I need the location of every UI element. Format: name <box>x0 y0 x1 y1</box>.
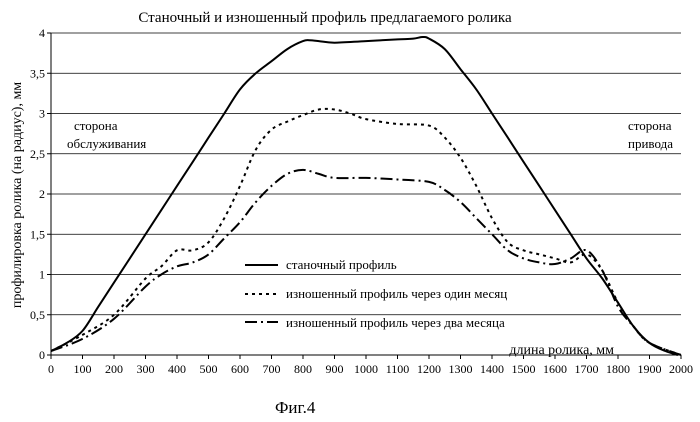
y-tick-label-5: 2,5 <box>30 147 45 161</box>
y-tick-label-7: 3,5 <box>30 66 45 80</box>
annotation-left-line2: обслуживания <box>67 136 146 151</box>
series-lines <box>51 37 681 355</box>
x-tick-label-8: 800 <box>294 362 312 376</box>
x-tick-label-17: 1700 <box>575 362 599 376</box>
grid-lines <box>51 33 681 315</box>
x-tick-labels: 0 100 200 300 400 500 600 700 800 900 1000 1100 1200… <box>48 362 693 376</box>
chart: Станочный и изношенный профиль предлагае… <box>0 0 700 422</box>
y-axis-label: профилировка ролика (на радиус), мм <box>10 82 25 308</box>
y-tick-label-6: 3 <box>39 107 45 121</box>
x-tick-label-9: 900 <box>326 362 344 376</box>
x-axis-label: длина ролика, мм <box>509 343 614 358</box>
x-tick-label-15: 1500 <box>512 362 536 376</box>
y-tick-label-8: 4 <box>39 26 45 40</box>
x-tick-label-10: 1000 <box>354 362 378 376</box>
annotation-left-line1: сторона <box>74 118 118 133</box>
x-tick-label-20: 2000 <box>669 362 693 376</box>
annotation-right-line1: сторона <box>628 118 672 133</box>
x-tick-label-3: 300 <box>137 362 155 376</box>
x-tick-label-5: 500 <box>200 362 218 376</box>
legend-label-series-2: изношенный профиль через один месяц <box>286 286 507 301</box>
x-tick-label-11: 1100 <box>386 362 410 376</box>
x-tick-label-16: 1600 <box>543 362 567 376</box>
x-tick-label-14: 1400 <box>480 362 504 376</box>
x-tick-label-7: 700 <box>263 362 281 376</box>
chart-title: Станочный и изношенный профиль предлагае… <box>138 10 512 26</box>
y-tick-labels: 0 0,5 1 1,5 2 2,5 3 3,5 4 <box>30 26 45 362</box>
x-tick-label-2: 200 <box>105 362 123 376</box>
x-tick-label-19: 1900 <box>638 362 662 376</box>
x-tick-label-0: 0 <box>48 362 54 376</box>
x-tick-label-12: 1200 <box>417 362 441 376</box>
x-tick-label-6: 600 <box>231 362 249 376</box>
x-tick-label-18: 1800 <box>606 362 630 376</box>
y-tick-label-1: 0,5 <box>30 308 45 322</box>
legend-label-series-3: изношенный профиль через два месяца <box>286 315 505 330</box>
axes <box>47 33 681 359</box>
x-tick-label-1: 100 <box>74 362 92 376</box>
x-tick-label-4: 400 <box>168 362 186 376</box>
figure-caption: Фиг.4 <box>275 398 316 417</box>
annotation-right-line2: привода <box>628 136 673 151</box>
y-tick-label-3: 1,5 <box>30 227 45 241</box>
y-tick-label-4: 2 <box>39 187 45 201</box>
y-tick-label-0: 0 <box>39 348 45 362</box>
legend: станочный профиль изношенный профиль чер… <box>245 257 507 330</box>
series-line-1 <box>51 37 678 355</box>
legend-label-series-1: станочный профиль <box>286 257 397 272</box>
x-tick-label-13: 1300 <box>449 362 473 376</box>
y-tick-label-2: 1 <box>39 268 45 282</box>
